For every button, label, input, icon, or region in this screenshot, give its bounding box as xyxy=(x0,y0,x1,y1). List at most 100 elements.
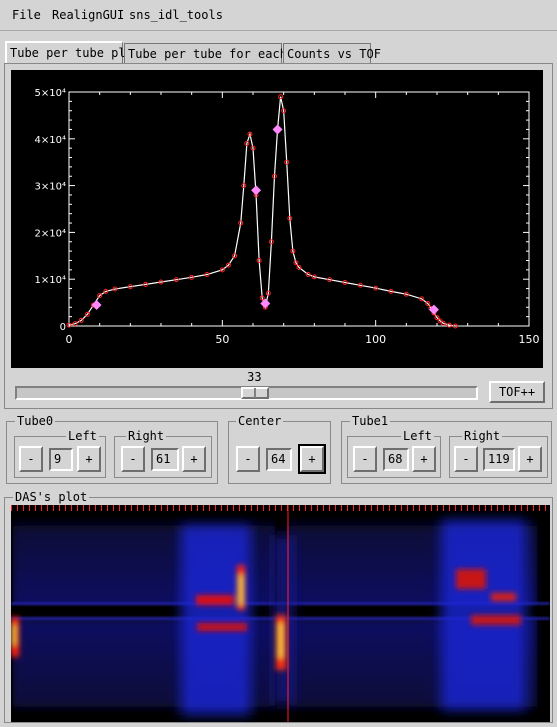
data-point xyxy=(97,293,103,299)
y-tick-label: 0 xyxy=(60,322,66,333)
tube0-left-label: Left xyxy=(66,429,99,443)
highlight-marker xyxy=(91,299,102,310)
data-point xyxy=(173,277,179,283)
das-peaks xyxy=(11,565,521,670)
highlight-marker xyxy=(260,298,271,309)
tube1-right-minus-button[interactable]: - xyxy=(454,446,478,472)
tube0-right-field[interactable]: 61 xyxy=(151,448,179,471)
tube1-left-field[interactable]: 68 xyxy=(383,448,409,471)
data-point xyxy=(278,94,284,100)
tab-panel xyxy=(4,63,553,409)
data-point xyxy=(284,159,290,165)
data-point xyxy=(290,248,296,254)
center-plus-button[interactable]: + xyxy=(298,444,326,474)
data-point xyxy=(78,317,84,323)
tube1-right-plus-button[interactable]: + xyxy=(518,446,542,472)
y-tick-label: 4×10⁴ xyxy=(35,135,66,146)
tube1-left-minus-button[interactable]: - xyxy=(353,446,377,472)
y-tick-label: 2×10⁴ xyxy=(35,228,66,239)
tube0-right-plus-button[interactable]: + xyxy=(182,446,206,472)
data-point xyxy=(327,277,333,283)
x-tick-label: 50 xyxy=(215,333,229,346)
data-point xyxy=(72,321,78,327)
y-tick-label: 1×10⁴ xyxy=(35,275,66,286)
tube1-title: Tube1 xyxy=(350,414,391,428)
data-point xyxy=(419,296,425,302)
data-point xyxy=(434,315,440,321)
highlight-marker xyxy=(251,185,262,196)
data-point xyxy=(127,284,133,290)
data-point xyxy=(250,145,256,151)
data-point xyxy=(232,253,238,259)
das-group xyxy=(4,497,553,723)
tab-tube-per-tube-each-nt[interactable]: Tube per tube for each Nt xyxy=(124,43,309,63)
series-line xyxy=(68,96,456,327)
highlight-marker xyxy=(428,304,439,315)
menu-file[interactable]: File xyxy=(12,8,41,22)
data-point xyxy=(403,291,409,297)
slider-value: 33 xyxy=(247,370,262,384)
tube1-right-label: Right xyxy=(462,429,503,443)
tube0-left-minus-button[interactable]: - xyxy=(19,446,43,472)
das-heatmap-svg xyxy=(11,505,550,722)
data-point xyxy=(225,262,231,268)
tube0-title: Tube0 xyxy=(15,414,56,428)
center-minus-button[interactable]: - xyxy=(236,446,260,472)
tube-plot[interactable]: 0 50 100 150 0 1×10⁴ 2×10⁴ 3×10⁴ 4×10⁴ 5×10⁴ xyxy=(11,70,543,368)
x-tick-label: 100 xyxy=(365,333,386,346)
tab-tube-per-tube-plot[interactable]: Tube per tube plot xyxy=(5,41,140,63)
plot-frame xyxy=(68,91,530,327)
data-point xyxy=(388,288,394,294)
y-tick-label: 3×10⁴ xyxy=(35,182,66,193)
tube0-right-label: Right xyxy=(126,429,167,443)
das-title: DAS's plot xyxy=(13,490,90,504)
x-tick-label: 150 xyxy=(519,333,540,346)
tube0-group xyxy=(6,421,218,484)
tube1-right-field[interactable]: 119 xyxy=(483,448,515,471)
x-tick-label: 0 xyxy=(66,333,73,346)
data-point xyxy=(305,272,311,278)
y-tick-label: 5×10⁴ xyxy=(35,88,66,99)
tube0-left-field[interactable]: 9 xyxy=(49,448,73,471)
data-point xyxy=(373,285,379,291)
data-point xyxy=(268,239,274,245)
tube1-group xyxy=(341,421,552,484)
menu-bar: File RealignGUI sns_idl_tools xyxy=(0,0,557,31)
data-point xyxy=(425,301,431,307)
data-point xyxy=(281,108,287,114)
data-point xyxy=(311,274,317,280)
tab-counts-vs-tof[interactable]: Counts vs TOF xyxy=(283,43,381,63)
data-point xyxy=(219,267,225,273)
data-point xyxy=(271,173,277,179)
center-field[interactable]: 64 xyxy=(266,448,292,471)
tube-chart-svg: 0 50 100 150 0 1×10⁴ 2×10⁴ 3×10⁴ 4×10⁴ 5×10⁴ xyxy=(35,88,540,346)
highlight-marker xyxy=(272,124,283,135)
menu-sns-idl-tools[interactable]: sns_idl_tools xyxy=(129,8,223,22)
tube1-left-label: Left xyxy=(401,429,434,443)
data-point xyxy=(342,279,348,285)
tube1-left-plus-button[interactable]: + xyxy=(412,446,436,472)
data-point xyxy=(296,265,302,270)
tube0-left-plus-button[interactable]: + xyxy=(77,446,101,472)
data-point xyxy=(446,322,452,328)
tube1-left-group xyxy=(347,436,441,478)
data-point xyxy=(256,257,262,263)
data-point xyxy=(103,288,109,294)
data-point xyxy=(259,295,265,301)
data-point xyxy=(204,272,210,278)
data-point xyxy=(84,311,90,317)
tof-next-button[interactable]: TOF++ xyxy=(489,381,545,403)
slider-thumb-notch xyxy=(254,388,257,398)
das-plot[interactable] xyxy=(11,505,550,722)
data-point xyxy=(244,140,250,146)
data-point xyxy=(437,318,443,324)
data-point xyxy=(357,282,363,288)
data-point xyxy=(452,323,458,329)
data-point xyxy=(112,286,118,292)
menu-realigngui[interactable]: RealignGUI xyxy=(52,8,125,22)
data-point xyxy=(189,274,195,280)
data-point xyxy=(241,183,247,189)
center-title: Center xyxy=(236,414,284,428)
data-point xyxy=(143,281,149,287)
tube0-right-minus-button[interactable]: - xyxy=(121,446,145,472)
